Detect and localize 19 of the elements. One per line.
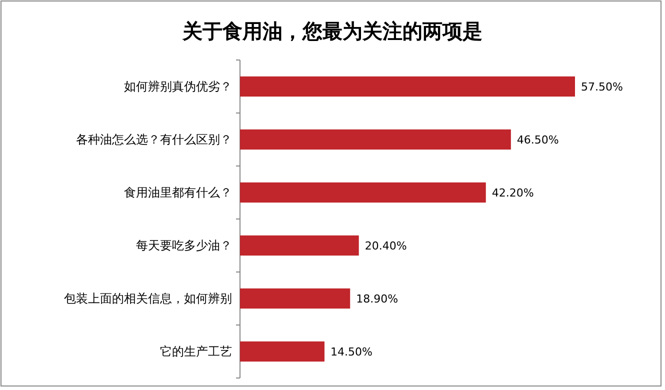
data-label: 18.90%	[356, 292, 398, 306]
bar	[240, 182, 486, 203]
data-label: 46.50%	[516, 134, 559, 146]
bar	[240, 235, 359, 256]
y-tick-label: 各种油怎么选？有什么区别？	[76, 132, 232, 146]
bar	[240, 288, 350, 309]
data-label: 57.50%	[581, 80, 623, 94]
data-label: 14.50%	[330, 346, 372, 358]
y-tick-label: 食用油里都有什么？	[124, 186, 232, 200]
y-tick-label: 包装上面的相关信息，如何辨别	[64, 292, 232, 306]
data-label: 20.40%	[364, 240, 407, 252]
y-tick-label: 它的生产工艺	[160, 344, 232, 358]
y-tick-label: 如何辨别真伪优劣？	[124, 80, 232, 94]
bar	[240, 129, 511, 150]
y-tick-label: 每天要吃多少油？	[136, 238, 232, 252]
bar	[240, 341, 324, 362]
data-label: 42.20%	[492, 186, 534, 200]
bar	[240, 76, 575, 97]
chart-title: 关于食用油，您最为关注的两项是	[182, 19, 482, 43]
